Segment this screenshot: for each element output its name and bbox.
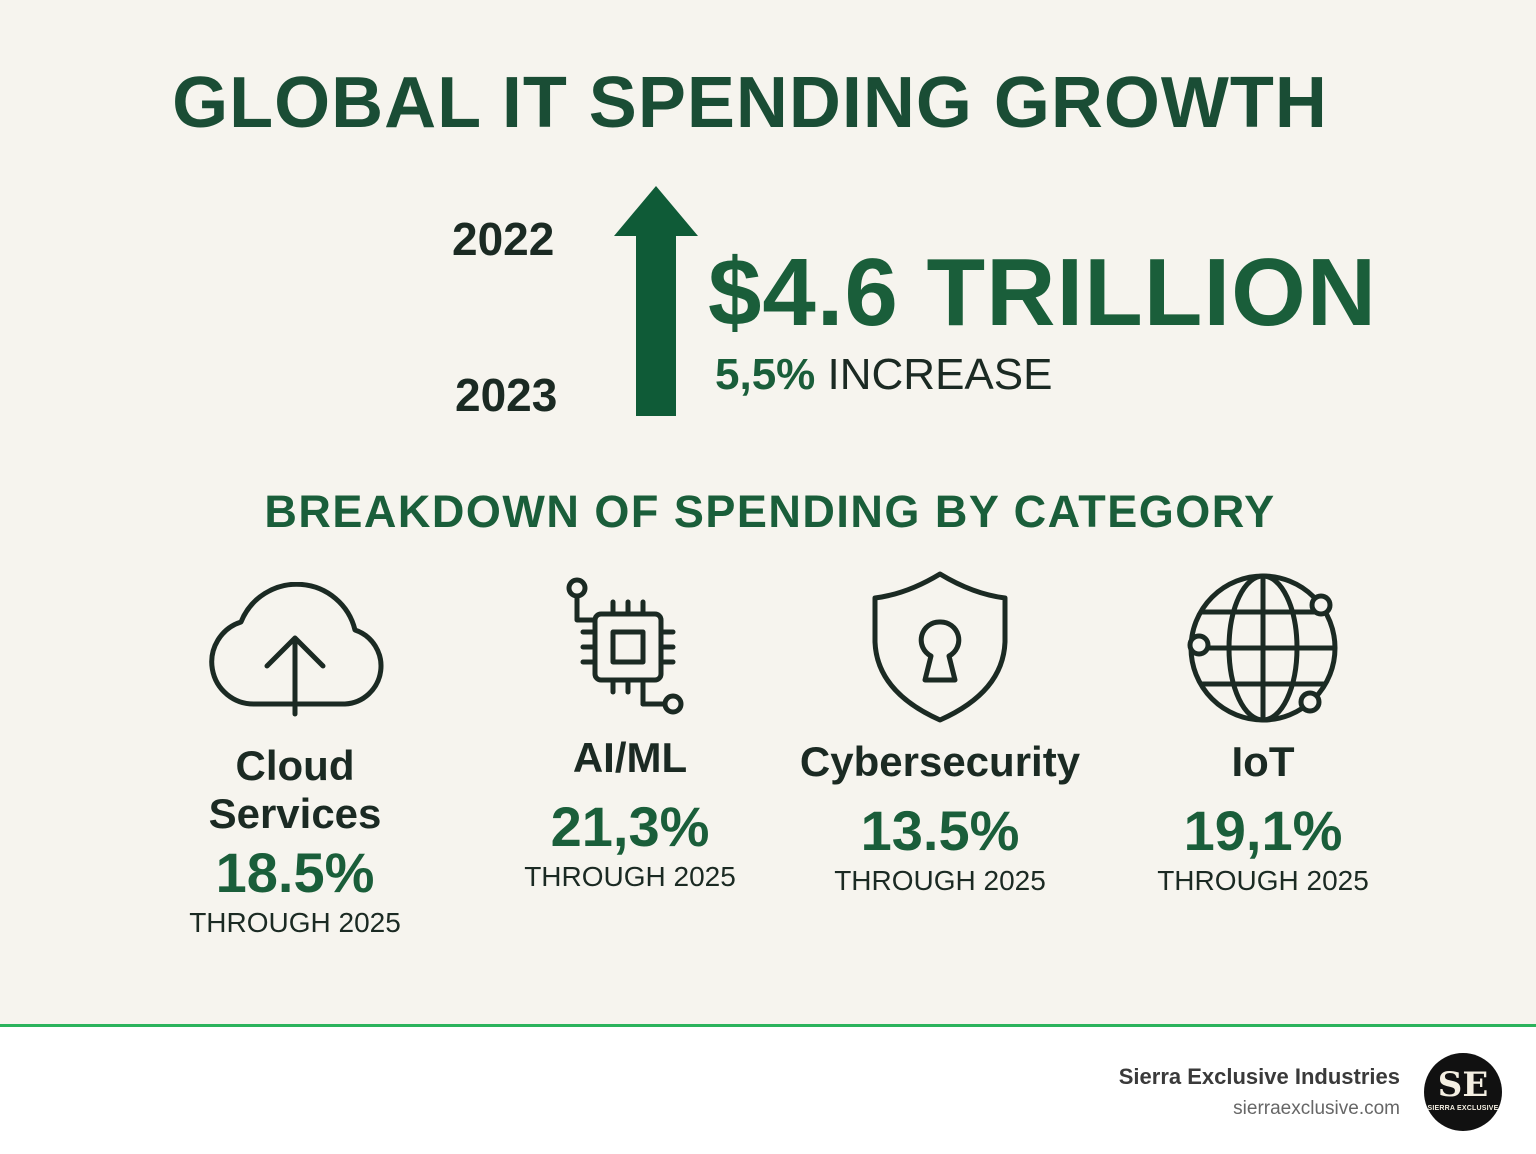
category-cloud-services: Cloud Services 18.5% THROUGH 2025	[160, 582, 430, 938]
category-cybersecurity: Cybersecurity 13.5% THROUGH 2025	[790, 570, 1090, 896]
category-note: THROUGH 2025	[1157, 865, 1369, 896]
category-note: THROUGH 2025	[834, 865, 1046, 896]
category-rate: 13.5%	[860, 799, 1020, 862]
category-rate: 18.5%	[215, 841, 375, 904]
cloud-upload-icon	[209, 582, 384, 717]
category-name: IoT	[1231, 738, 1295, 785]
category-rate: 19,1%	[1183, 799, 1343, 862]
chip-icon	[566, 577, 684, 715]
category-rate: 21,3%	[550, 795, 710, 858]
category-name: Cybersecurity	[799, 738, 1081, 785]
increase-label: INCREASE	[827, 350, 1053, 399]
logo-subtext: SIERRA EXCLUSIVE	[1427, 1105, 1499, 1112]
year-to: 2023	[455, 369, 558, 421]
increase-percent: 5,5%	[715, 350, 816, 399]
logo-monogram: SE	[1437, 1065, 1489, 1105]
year-from: 2022	[452, 213, 555, 265]
company-name: Sierra Exclusive Industries	[1118, 1064, 1400, 1089]
increase-line: 5,5% INCREASE	[715, 350, 1052, 400]
category-note: THROUGH 2025	[189, 907, 401, 938]
footer-divider	[0, 1024, 1536, 1027]
category-iot: IoT 19,1% THROUGH 2025	[1128, 570, 1398, 896]
infographic-canvas: GLOBAL IT SPENDING GROWTH 2022 2023 $4.6…	[0, 0, 1536, 1025]
category-note: THROUGH 2025	[524, 861, 736, 892]
category-name: AI/ML	[572, 734, 688, 781]
category-name-line2: Services	[208, 790, 382, 837]
company-url[interactable]: sierraexclusive.com	[1233, 1098, 1400, 1119]
category-name: Cloud	[235, 742, 355, 789]
spending-amount: $4.6 TRILLION	[708, 239, 1378, 346]
main-title: GLOBAL IT SPENDING GROWTH	[172, 63, 1328, 143]
up-arrow-icon	[614, 186, 698, 416]
shield-lock-icon	[872, 571, 1008, 723]
company-logo: SE SIERRA EXCLUSIVE	[1424, 1053, 1502, 1131]
category-ai-ml: AI/ML 21,3% THROUGH 2025	[495, 574, 765, 892]
globe-network-icon	[1187, 573, 1338, 723]
breakdown-title: BREAKDOWN OF SPENDING BY CATEGORY	[264, 486, 1276, 537]
